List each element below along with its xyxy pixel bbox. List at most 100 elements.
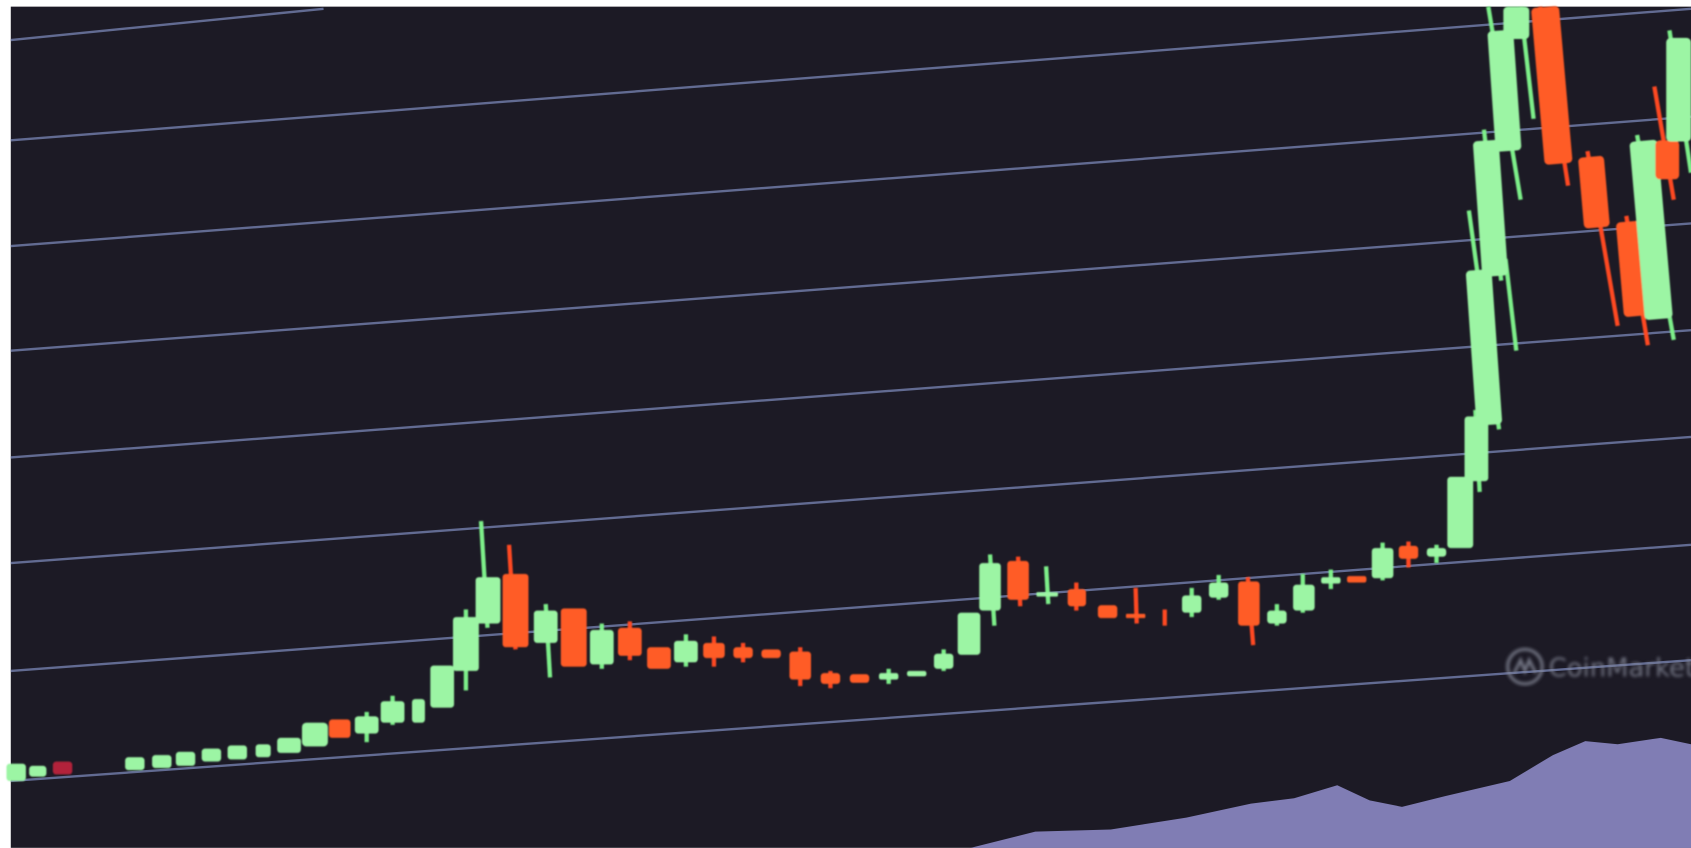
candle-body <box>1666 37 1691 142</box>
candle <box>277 737 301 753</box>
candle-body <box>1208 582 1229 598</box>
candle-body <box>761 649 781 659</box>
candle-body <box>617 627 642 656</box>
candle <box>1321 569 1341 590</box>
candle <box>1426 544 1447 564</box>
candle-body <box>1487 29 1522 152</box>
candle <box>6 763 26 781</box>
candle <box>1629 134 1676 341</box>
candle <box>957 612 981 655</box>
candle <box>1238 576 1260 646</box>
candle <box>933 649 954 671</box>
candle-body <box>1067 589 1086 607</box>
candle <box>1181 587 1202 618</box>
candle <box>1578 150 1620 327</box>
candle <box>502 544 529 650</box>
candle-body <box>328 719 351 738</box>
candle <box>1531 6 1573 186</box>
candle-body <box>430 665 455 708</box>
grid-line <box>10 543 1691 673</box>
candle-body <box>589 629 614 665</box>
candle <box>255 744 271 758</box>
grid-line <box>10 7 324 42</box>
candle-body <box>1036 592 1058 597</box>
grid-line <box>10 435 1691 565</box>
candle-body <box>380 701 405 723</box>
candle <box>789 647 811 687</box>
watermark-logo-mark <box>1512 656 1538 676</box>
candle-body <box>227 745 247 760</box>
candle-body <box>1398 545 1419 559</box>
candle-body <box>979 563 1001 611</box>
candle <box>1267 604 1287 626</box>
candle <box>647 647 671 669</box>
candle <box>820 670 841 689</box>
candle <box>1097 605 1118 619</box>
grid-line <box>10 7 1691 142</box>
candle-body <box>849 674 870 683</box>
candle <box>175 751 196 766</box>
candle-body <box>1531 6 1573 165</box>
candle <box>1293 573 1315 613</box>
grid-line <box>10 658 1691 783</box>
candle-body <box>878 673 899 680</box>
candle <box>1007 556 1029 607</box>
candle <box>617 621 642 661</box>
candle <box>589 623 614 669</box>
candle <box>201 748 222 762</box>
candle-body <box>1629 139 1673 320</box>
grid-lines <box>10 7 1691 783</box>
candle-body <box>647 647 671 669</box>
candle-body <box>1181 595 1202 613</box>
grid-line <box>10 115 1691 248</box>
candle-body <box>475 577 501 624</box>
candle-body <box>1293 584 1315 611</box>
candle-body <box>255 744 271 758</box>
candle-body <box>674 640 698 663</box>
candle-body <box>52 761 73 775</box>
candle-body <box>820 673 841 684</box>
candle <box>430 665 455 708</box>
candle-body <box>277 737 301 753</box>
candle <box>1125 587 1146 624</box>
candle <box>1398 541 1419 568</box>
watermark-logo <box>1506 647 1544 686</box>
candle-body <box>533 610 558 643</box>
candle <box>979 554 1001 626</box>
candle-body <box>703 642 725 659</box>
candle-body <box>1578 155 1610 229</box>
candle-body <box>1503 6 1530 39</box>
candle-body <box>152 755 172 769</box>
candles <box>6 6 1691 781</box>
candle-body <box>29 765 47 777</box>
candle <box>1473 129 1519 351</box>
candle-body <box>1125 613 1146 619</box>
candle <box>452 609 479 691</box>
candle-body <box>1267 610 1287 624</box>
candle-body <box>411 699 425 723</box>
candle <box>1652 86 1680 201</box>
candle <box>301 722 328 747</box>
candle-body <box>125 757 145 771</box>
candle-wick <box>1043 566 1051 605</box>
candle <box>560 608 587 667</box>
candle <box>227 745 247 760</box>
candle <box>1486 6 1523 201</box>
candle <box>475 520 501 628</box>
candle-body <box>301 722 328 747</box>
candle-body <box>1238 581 1260 626</box>
candle <box>52 761 73 775</box>
candle <box>878 668 899 684</box>
candle <box>533 603 558 678</box>
candle <box>703 636 725 667</box>
candle <box>152 755 172 769</box>
candle-body <box>733 647 753 659</box>
candle <box>1447 476 1474 549</box>
candle <box>674 634 698 667</box>
candle-wick <box>1133 587 1139 624</box>
candle <box>1666 30 1691 174</box>
candle-body <box>1097 605 1118 619</box>
candle <box>411 699 425 723</box>
